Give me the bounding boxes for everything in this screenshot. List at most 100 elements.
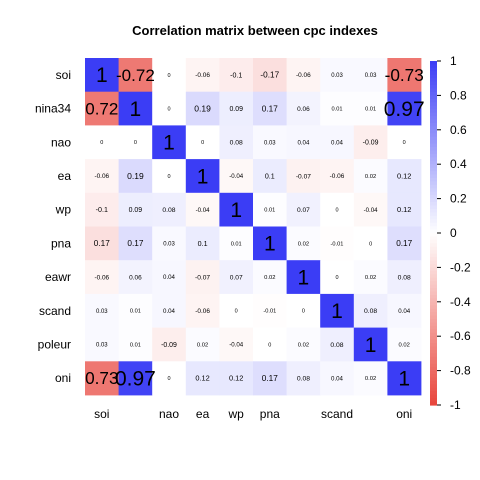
column-label: oni — [396, 407, 412, 421]
heatmap-cell — [353, 91, 388, 126]
heatmap-cell — [152, 58, 187, 93]
heatmap-cell — [152, 192, 187, 227]
heatmap-cell — [253, 293, 287, 328]
colorbar-segment — [430, 380, 437, 385]
colorbar-segment — [430, 85, 437, 90]
heatmap-cell — [118, 361, 153, 396]
cell-value-label: 0.04 — [331, 375, 344, 382]
row-label: poleur — [38, 337, 71, 351]
cell-value-label: 1 — [365, 334, 377, 357]
cell-value-label: 0.97 — [384, 98, 425, 121]
heatmap-cell — [118, 226, 153, 261]
colorbar-segment — [430, 274, 437, 279]
cell-value-label: 0.06 — [129, 274, 142, 281]
colorbar-segment — [430, 301, 437, 306]
cell-value-label: 0.08 — [330, 342, 343, 349]
cell-value-label: 0.02 — [264, 275, 275, 281]
colorbar-segment — [430, 219, 437, 224]
cell-value-label: 0.03 — [264, 140, 276, 146]
colorbar-segment — [430, 233, 437, 238]
colorbar-segment — [430, 88, 437, 93]
colorbar-segment — [430, 95, 437, 100]
cell-value-label: -0.72 — [116, 66, 155, 85]
colorbar-segment — [430, 81, 437, 86]
heatmap-cell — [219, 192, 254, 227]
colorbar-segment — [430, 339, 437, 344]
cell-value-label: 0.73 — [85, 368, 118, 388]
heatmap-cell — [152, 226, 187, 261]
column-label: pna — [260, 407, 280, 421]
colorbar-segment — [430, 356, 437, 361]
cell-value-label: 0.17 — [94, 239, 110, 248]
cell-value-label: 0.17 — [127, 239, 143, 248]
cell-value-label: 0.17 — [262, 374, 278, 383]
heatmap-cell — [185, 192, 220, 227]
cell-value-label: 0 — [369, 241, 372, 247]
heatmap-cell — [286, 260, 321, 295]
colorbar-tick-label: 0.4 — [450, 157, 467, 171]
cell-value-label: 0.02 — [365, 275, 376, 281]
colorbar-segment — [430, 153, 437, 158]
cell-value-label: -0.06 — [296, 72, 311, 79]
colorbar-segment — [430, 164, 437, 169]
cell-value-label: 0 — [167, 106, 170, 112]
colorbar-segment — [430, 253, 437, 258]
heatmap-cell — [185, 293, 220, 328]
cell-value-label: 0.02 — [298, 342, 309, 348]
heatmap-cell — [253, 91, 287, 126]
colorbar-tick-label: -1 — [450, 398, 461, 412]
heatmap-cell — [185, 361, 220, 396]
column-label: scand — [321, 407, 353, 421]
heatmap-cell — [320, 361, 355, 396]
row-label: pna — [51, 236, 71, 250]
heatmap-cell — [185, 327, 220, 362]
cell-value-label: 0 — [335, 208, 338, 214]
heatmap-cell — [152, 125, 187, 160]
cell-value-label: 0 — [403, 140, 406, 146]
heatmap-cell — [320, 327, 355, 362]
heatmap-cell — [219, 327, 254, 362]
heatmap-cell — [353, 260, 388, 295]
colorbar-tick-label: 0 — [450, 226, 457, 240]
colorbar-segment — [430, 288, 437, 293]
colorbar-segment — [430, 267, 437, 272]
cell-value-label: 0.1 — [198, 240, 208, 248]
cell-value-label: 0 — [302, 309, 305, 315]
colorbar-segment — [430, 319, 437, 324]
cell-value-label: 0 — [335, 275, 338, 281]
heatmap-cell — [320, 58, 355, 93]
colorbar-segment — [430, 71, 437, 76]
colorbar-segment — [430, 315, 437, 320]
heatmap-cell — [387, 91, 422, 126]
cell-value-label: 0.03 — [365, 73, 377, 79]
colorbar-segment — [430, 250, 437, 255]
colorbar-segment — [430, 363, 437, 368]
heatmap-cell — [353, 192, 388, 227]
colorbar-tick-label: 0.2 — [450, 192, 467, 206]
colorbar-segment — [430, 133, 437, 138]
cell-value-label: 0.1 — [265, 172, 275, 180]
cell-value-label: 0 — [268, 342, 271, 348]
heatmap-cell — [253, 226, 287, 261]
cell-value-label: -0.04 — [196, 207, 211, 214]
heatmap-cell — [118, 91, 153, 126]
heatmap-cell — [320, 125, 355, 160]
heatmap-cell — [185, 91, 220, 126]
heatmap-cell — [152, 260, 187, 295]
heatmap-cell — [219, 159, 254, 194]
cell-value-label: -0.01 — [263, 309, 276, 315]
cell-value-label: 0.04 — [163, 274, 176, 281]
heatmap-cell — [85, 293, 119, 328]
colorbar-segment — [430, 67, 437, 72]
colorbar-segment — [430, 98, 437, 103]
heatmap-cell — [118, 192, 153, 227]
colorbar-segment — [430, 325, 437, 330]
cell-value-label: 0.03 — [96, 309, 108, 315]
cell-value-label: 0 — [235, 309, 238, 315]
heatmap-cell — [286, 58, 321, 93]
heatmap-cell — [353, 293, 388, 328]
cell-value-label: 0.06 — [297, 106, 310, 113]
heatmap-cell — [320, 226, 355, 261]
cell-value-label: -0.07 — [296, 173, 311, 180]
colorbar-segment — [430, 140, 437, 145]
